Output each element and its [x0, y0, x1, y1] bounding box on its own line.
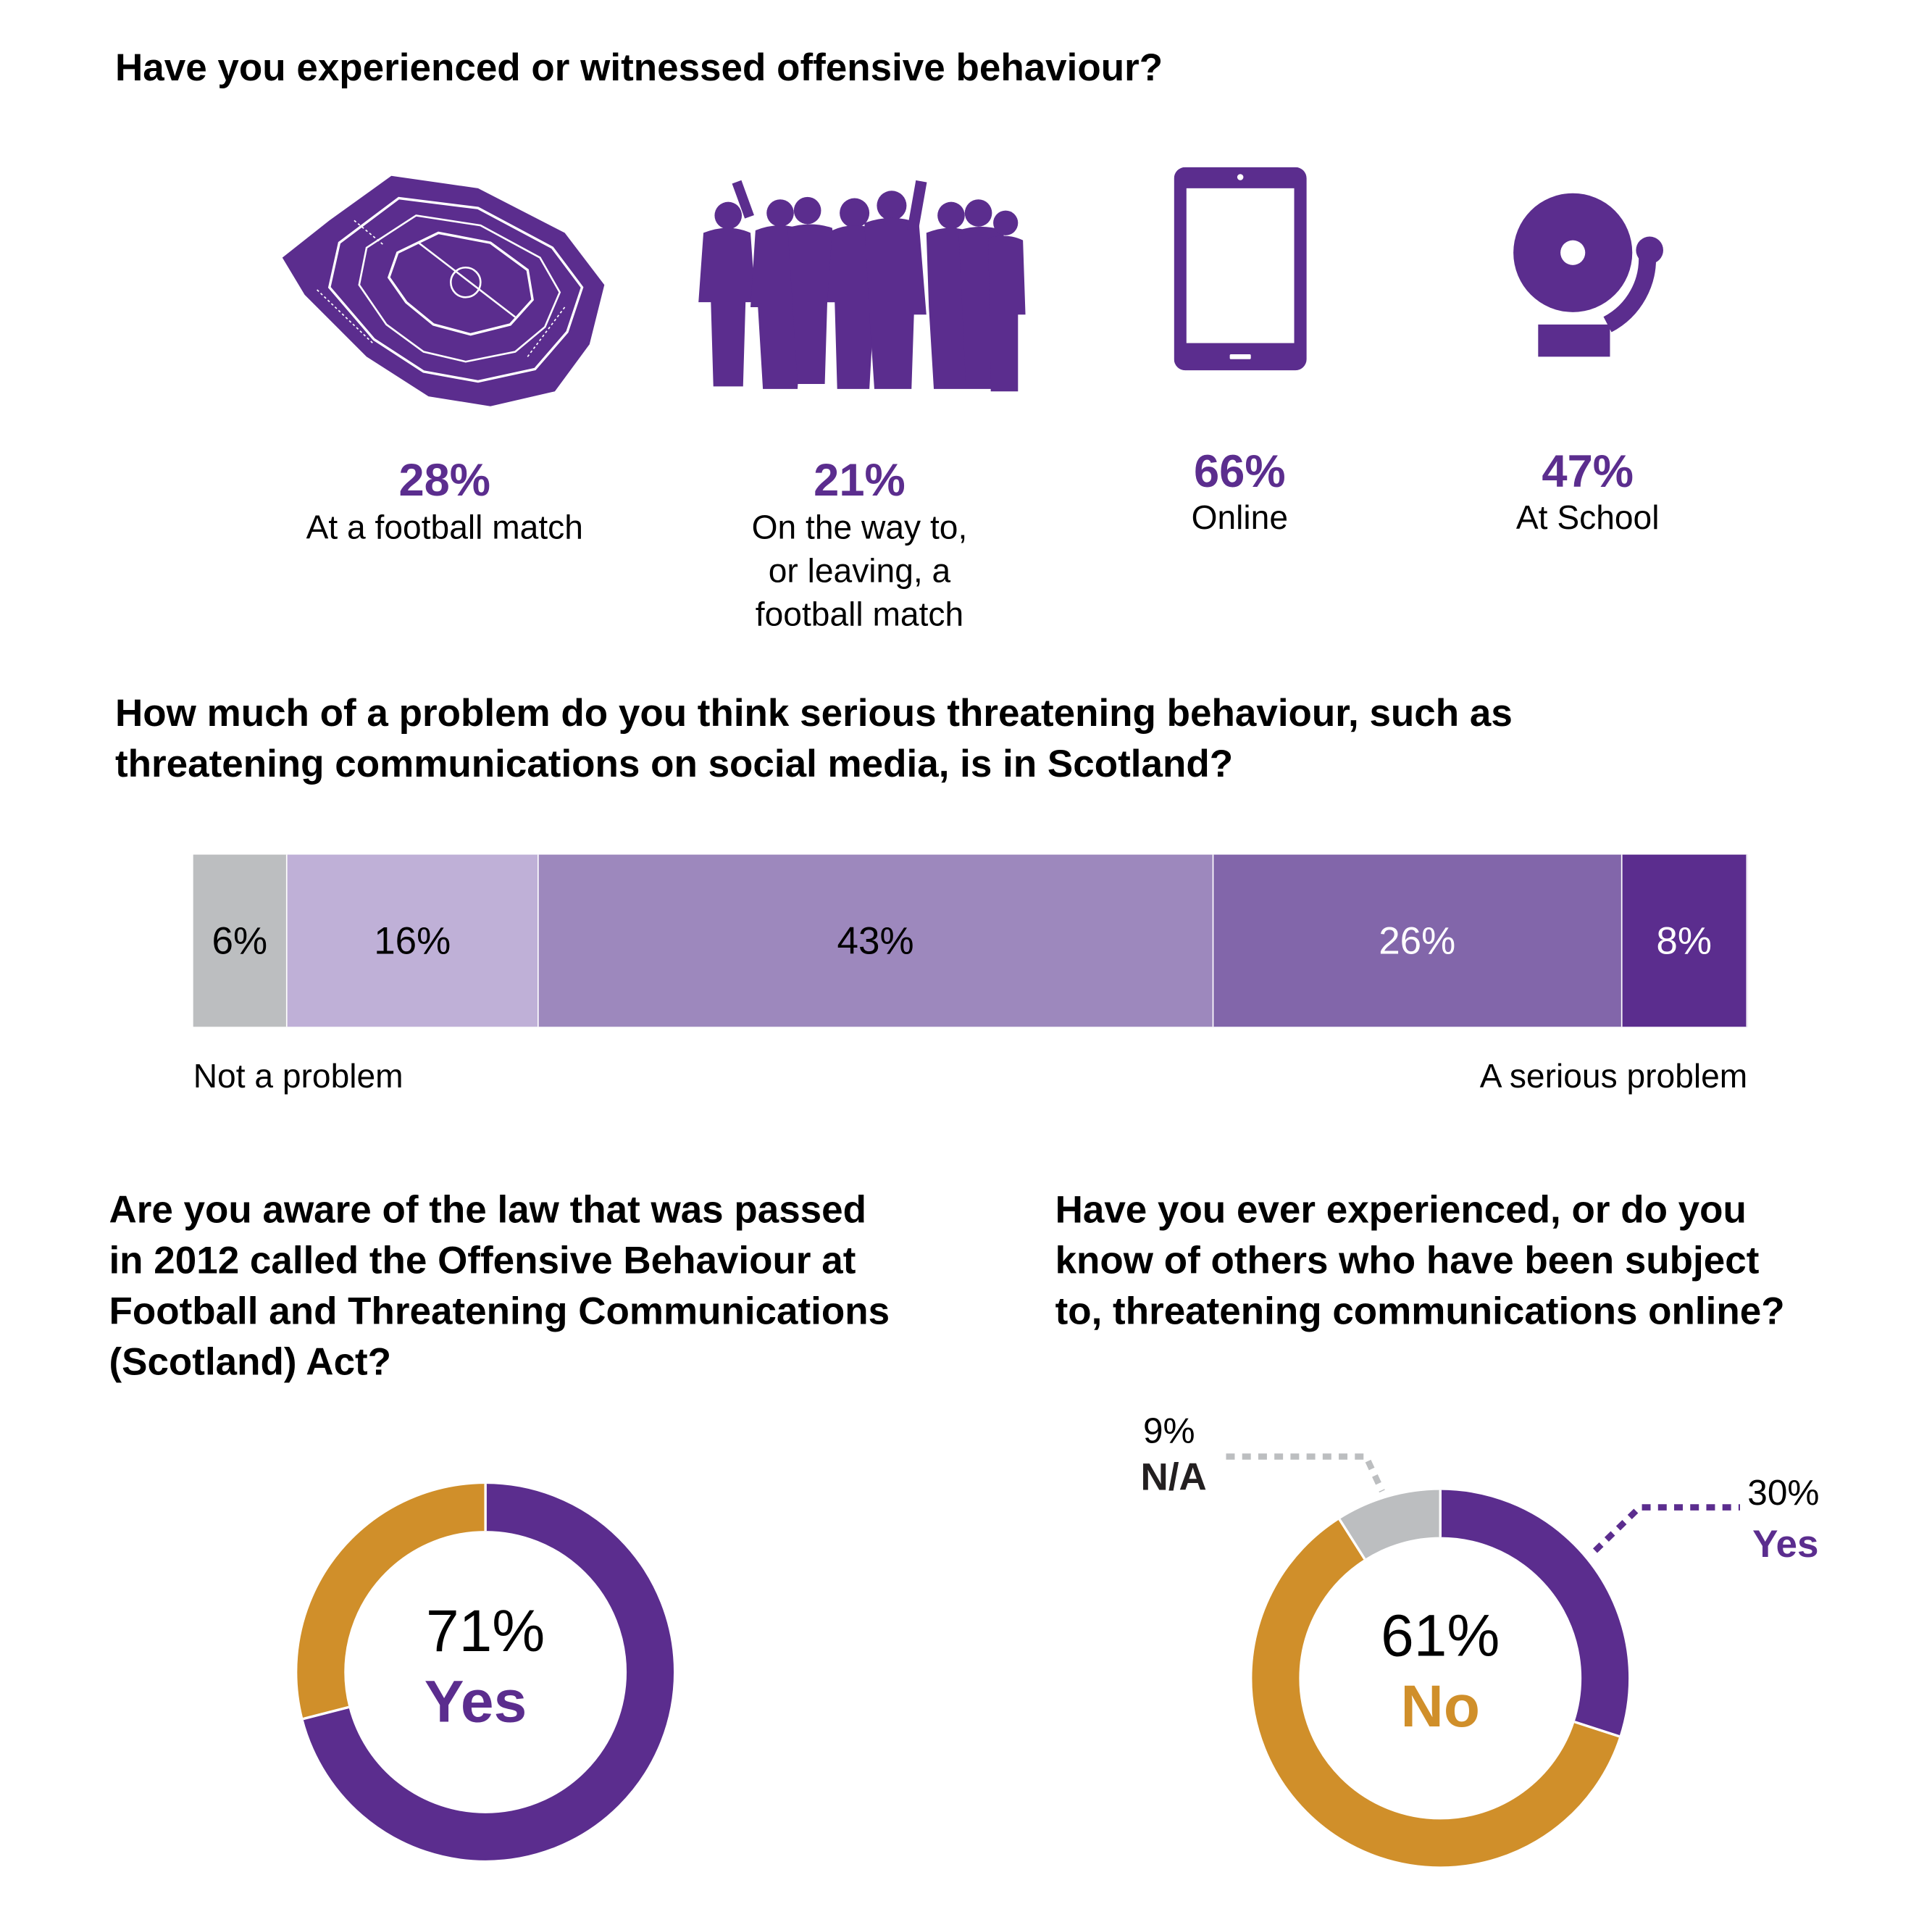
section2-title-line2: threatening communications on social med… — [114, 742, 1234, 785]
bar-segment-label-0: 6% — [212, 918, 268, 962]
scale-right-label: A serious problem — [1479, 1057, 1748, 1095]
bar-segment-label-2: 43% — [837, 918, 914, 962]
donut-chart-online-threats — [1252, 1490, 1629, 1867]
bar-segment-label-1: 16% — [374, 918, 451, 962]
donut2-slice-separator — [1574, 1721, 1620, 1738]
bar-segment-3: 26% — [1213, 854, 1622, 1027]
stat-label-way-to-match-line1: On the way to, — [751, 509, 968, 546]
bar-segment-2: 43% — [538, 854, 1214, 1027]
stat-label-football-match: At a football match — [306, 509, 583, 546]
donut1-slice-separator — [303, 1705, 349, 1721]
section3-title-line2: in 2012 called the Offensive Behaviour a… — [109, 1238, 856, 1282]
donut1-center-label: Yes — [424, 1669, 527, 1736]
donut2-center-label: No — [1400, 1674, 1480, 1740]
tablet-icon — [1174, 167, 1307, 371]
donut-chart-law-awareness — [297, 1484, 674, 1860]
stat-label-school: At School — [1515, 498, 1660, 537]
bar-segment-4: 8% — [1621, 854, 1748, 1027]
donut2-slice-no — [1252, 1490, 1629, 1867]
section3-title-line3: Football and Threatening Communications — [109, 1289, 890, 1333]
donut1-center-value: 71% — [426, 1599, 545, 1665]
stadium-icon — [282, 175, 605, 406]
stat-value-way-to-match: 21% — [814, 454, 906, 506]
bar-segment-1: 16% — [287, 854, 539, 1027]
bar-segment-label-4: 8% — [1656, 918, 1712, 962]
donut2-slice-separator — [1338, 1519, 1366, 1560]
section3-title-line4: (Scotland) Act? — [109, 1340, 392, 1384]
section4-title-line3: to, threatening communications online? — [1055, 1289, 1785, 1333]
section4-title-line1: Have you ever experienced, or do you — [1055, 1187, 1747, 1232]
bar-segment-label-3: 26% — [1379, 918, 1456, 962]
donut2-center-value: 61% — [1381, 1603, 1500, 1670]
callout-na-label: N/A — [1140, 1455, 1207, 1499]
stat-label-online: Online — [1191, 498, 1289, 537]
stat-label-way-to-match-line3: football match — [755, 596, 964, 633]
callout-yes-label: Yes — [1752, 1522, 1819, 1566]
stat-value-football-match: 28% — [398, 454, 491, 506]
section2-title-line1: How much of a problem do you think serio… — [114, 690, 1513, 735]
bar-segment-0: 6% — [193, 854, 288, 1027]
stat-value-school: 47% — [1542, 446, 1634, 497]
section4-title-line2: know of others who have been subject — [1055, 1238, 1760, 1282]
callout-na-value: 9% — [1142, 1411, 1195, 1452]
stat-label-way-to-match-line2: or leaving, a — [768, 552, 951, 590]
stat-value-online: 66% — [1194, 446, 1286, 497]
crowd-icon — [698, 180, 1026, 392]
section1-title: Have you experienced or witnessed offens… — [114, 46, 1163, 90]
section3-title-line1: Are you aware of the law that was passed — [109, 1187, 867, 1232]
stacked-bar-chart: 6% 16% 43% 26% 8% — [193, 854, 1748, 1027]
callout-yes-value: 30% — [1747, 1474, 1820, 1514]
scale-left-label: Not a problem — [193, 1057, 403, 1095]
school-bell-icon — [1513, 193, 1663, 357]
